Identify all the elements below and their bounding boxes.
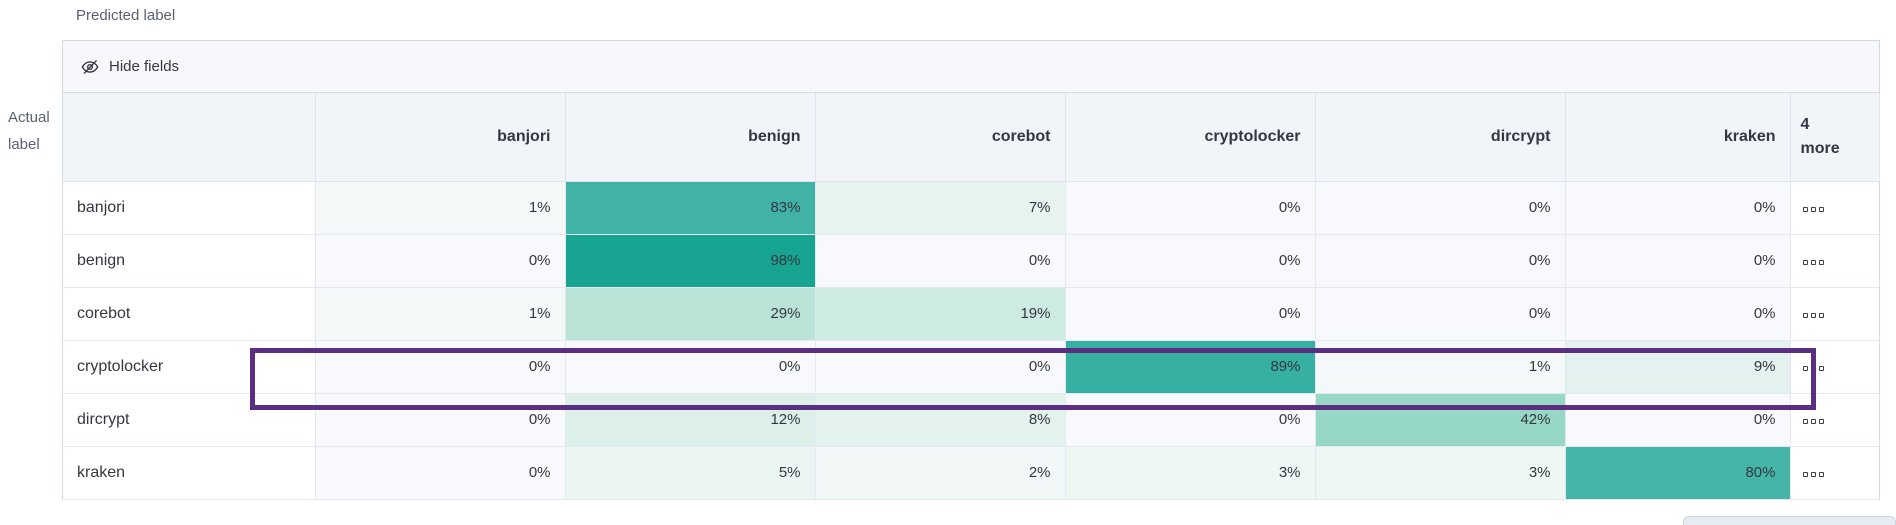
matrix-cell-banjori-cryptolocker: 0% [1064,180,1316,235]
column-header-corebot[interactable]: corebot [814,93,1066,182]
row-label-corebot: corebot [63,286,316,341]
row-label-banjori: banjori [63,180,316,235]
corner-cell [63,93,316,182]
matrix-cell-dircrypt-corebot: 8% [814,392,1066,447]
row-actions-button-benign[interactable] [1789,233,1879,288]
matrix-cell-kraken-corebot: 2% [814,445,1066,500]
matrix-cell-kraken-kraken: 80% [1564,445,1791,500]
matrix-cell-cryptolocker-cryptolocker: 89% [1064,339,1316,394]
confusion-matrix-table: banjori benign corebot cryptolocker dircrypt… [63,93,1880,500]
boxes-horizontal-icon [1802,419,1824,424]
column-header-more[interactable]: 4 more [1789,93,1880,182]
matrix-cell-corebot-cryptolocker: 0% [1064,286,1316,341]
row-actions-button-banjori[interactable] [1789,180,1879,235]
row-actions-button-kraken[interactable] [1789,445,1879,500]
matrix-cell-kraken-banjori: 0% [314,445,566,500]
matrix-cell-benign-kraken: 0% [1564,233,1791,288]
row-label-dircrypt: dircrypt [63,392,316,447]
table-row-dircrypt: dircrypt 0% 12% 8% 0% 42% 0% [63,392,1879,447]
matrix-cell-corebot-corebot: 19% [814,286,1066,341]
more-header-count: 4 [1800,115,1810,133]
matrix-cell-cryptolocker-dircrypt: 1% [1314,339,1566,394]
matrix-cell-cryptolocker-banjori: 0% [314,339,566,394]
column-header-dircrypt[interactable]: dircrypt [1314,93,1566,182]
matrix-cell-benign-cryptolocker: 0% [1064,233,1316,288]
matrix-cell-dircrypt-kraken: 0% [1564,392,1791,447]
matrix-cell-benign-benign: 98% [564,233,816,288]
matrix-cell-banjori-banjori: 1% [314,180,566,235]
matrix-cell-corebot-benign: 29% [564,286,816,341]
matrix-cell-corebot-banjori: 1% [314,286,566,341]
matrix-cell-banjori-dircrypt: 0% [1314,180,1566,235]
boxes-horizontal-icon [1802,260,1824,265]
row-label-cryptolocker: cryptolocker [63,339,316,394]
matrix-cell-cryptolocker-kraken: 9% [1564,339,1791,394]
table-row-banjori: banjori 1% 83% 7% 0% 0% 0% [63,180,1879,235]
matrix-cell-corebot-dircrypt: 0% [1314,286,1566,341]
hide-fields-button[interactable]: Hide fields [63,41,1879,93]
actual-label-line1: Actual [8,109,50,126]
header-row: banjori benign corebot cryptolocker dircrypt… [63,93,1880,182]
matrix-cell-benign-dircrypt: 0% [1314,233,1566,288]
matrix-cell-banjori-benign: 83% [564,180,816,235]
row-actions-button-cryptolocker[interactable] [1789,339,1879,394]
matrix-cell-cryptolocker-benign: 0% [564,339,816,394]
boxes-horizontal-icon [1802,207,1824,212]
matrix-cell-kraken-dircrypt: 3% [1314,445,1566,500]
more-header-word: more [1800,139,1840,157]
boxes-horizontal-icon [1802,366,1824,371]
matrix-cell-dircrypt-banjori: 0% [314,392,566,447]
matrix-cell-dircrypt-benign: 12% [564,392,816,447]
column-header-banjori[interactable]: banjori [314,93,566,182]
table-row-benign: benign 0% 98% 0% 0% 0% 0% [63,233,1879,288]
row-label-benign: benign [63,233,316,288]
column-header-benign[interactable]: benign [564,93,816,182]
row-actions-button-corebot[interactable] [1789,286,1879,341]
matrix-cell-kraken-cryptolocker: 3% [1064,445,1316,500]
matrix-cell-kraken-benign: 5% [564,445,816,500]
hide-fields-label: Hide fields [109,58,180,75]
boxes-horizontal-icon [1802,472,1824,477]
boxes-horizontal-icon [1802,313,1824,318]
column-header-kraken[interactable]: kraken [1564,93,1791,182]
actual-label-axis: Actual label [8,104,50,158]
row-actions-button-dircrypt[interactable] [1789,392,1879,447]
table-row-kraken: kraken 0% 5% 2% 3% 3% 80% [63,445,1879,500]
matrix-cell-benign-banjori: 0% [314,233,566,288]
column-header-cryptolocker[interactable]: cryptolocker [1064,93,1316,182]
table-row-corebot: corebot 1% 29% 19% 0% 0% 0% [63,286,1879,341]
table-row-cryptolocker: cryptolocker 0% 0% 0% 89% 1% 9% [63,339,1879,394]
row-label-kraken: kraken [63,445,316,500]
matrix-cell-banjori-corebot: 7% [814,180,1066,235]
confusion-matrix-card: Hide fields banjori benign corebot cryptolo… [62,40,1880,500]
predicted-label-axis: Predicted label [76,7,176,24]
matrix-cell-corebot-kraken: 0% [1564,286,1791,341]
matrix-cell-benign-corebot: 0% [814,233,1066,288]
matrix-cell-banjori-kraken: 0% [1564,180,1791,235]
actual-label-line2: label [8,136,40,153]
matrix-cell-dircrypt-cryptolocker: 0% [1064,392,1316,447]
matrix-cell-cryptolocker-corebot: 0% [814,339,1066,394]
eye-closed-icon [81,58,99,76]
matrix-cell-dircrypt-dircrypt: 42% [1314,392,1566,447]
